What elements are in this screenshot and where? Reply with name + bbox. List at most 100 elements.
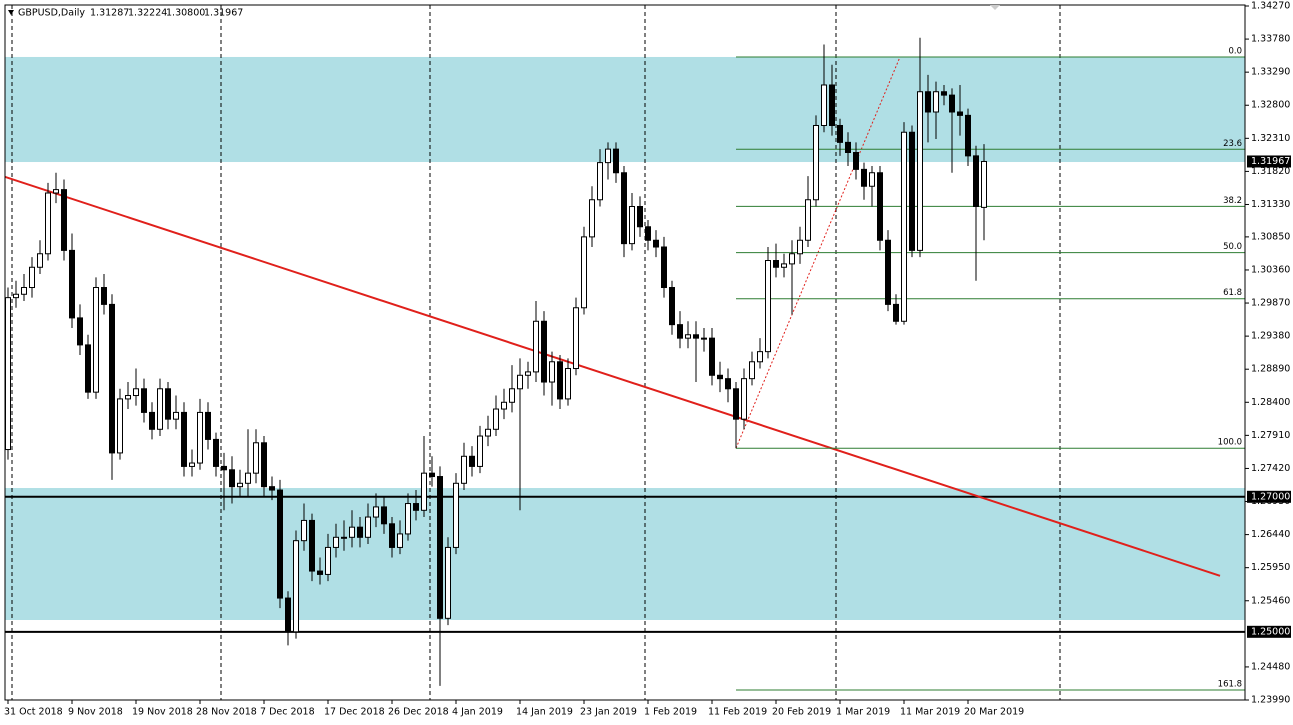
candle-body bbox=[493, 408, 499, 430]
candle-body bbox=[85, 344, 91, 393]
x-tick-label: 4 Jan 2019 bbox=[452, 707, 503, 718]
header-high: 1.32224 bbox=[128, 8, 167, 19]
y-tick-label: 1.29870 bbox=[1251, 298, 1290, 309]
x-tick-label: 26 Dec 2018 bbox=[388, 707, 449, 718]
candle-body bbox=[421, 472, 427, 511]
candle-body bbox=[245, 472, 251, 484]
candle-body bbox=[957, 111, 963, 116]
candle-body bbox=[453, 482, 459, 548]
candle-body bbox=[837, 124, 843, 143]
candle-body bbox=[645, 226, 651, 241]
y-tick-label: 1.34270 bbox=[1251, 1, 1290, 12]
candle-body bbox=[477, 435, 483, 467]
candle-body bbox=[333, 536, 339, 548]
candle-body bbox=[549, 361, 555, 383]
header-close: 1.31967 bbox=[204, 8, 243, 19]
candle-body bbox=[877, 172, 883, 241]
y-tick-label: 1.33290 bbox=[1251, 67, 1290, 78]
candle-body bbox=[13, 293, 19, 299]
candle-body bbox=[661, 246, 667, 289]
candle-body bbox=[389, 523, 395, 548]
x-tick-label: 31 Oct 2018 bbox=[4, 707, 63, 718]
candle-body bbox=[653, 239, 659, 248]
candle-body bbox=[941, 91, 947, 96]
candle-body bbox=[973, 155, 979, 208]
candle-body bbox=[845, 141, 851, 153]
candle-body bbox=[525, 371, 531, 376]
candle-body bbox=[597, 162, 603, 201]
symbol-title: GBPUSD,Daily bbox=[18, 8, 85, 19]
candle-body bbox=[349, 526, 355, 538]
y-tick-label: 1.27910 bbox=[1251, 430, 1290, 441]
candle-body bbox=[933, 91, 939, 113]
x-tick-label: 11 Mar 2019 bbox=[900, 707, 960, 718]
candle-body bbox=[893, 303, 899, 322]
candle-body bbox=[717, 374, 723, 380]
candle-body bbox=[557, 361, 563, 400]
y-tick-label: 1.28400 bbox=[1251, 397, 1290, 408]
y-tick-label: 1.31820 bbox=[1251, 166, 1290, 177]
candle-body bbox=[589, 199, 595, 238]
candle-body bbox=[517, 374, 523, 390]
x-tick-label: 28 Nov 2018 bbox=[196, 707, 257, 718]
candle-body bbox=[133, 388, 139, 397]
candle-body bbox=[45, 192, 51, 255]
candle-body bbox=[101, 287, 107, 305]
candle-body bbox=[341, 536, 347, 539]
candle-body bbox=[365, 516, 371, 538]
candle-body bbox=[429, 472, 435, 478]
level-label-box bbox=[1247, 625, 1291, 638]
candle-body bbox=[701, 337, 707, 340]
candle-body bbox=[413, 503, 419, 511]
candle-body bbox=[509, 388, 515, 403]
candle-body bbox=[253, 442, 259, 474]
candle-body bbox=[397, 533, 403, 548]
candle-body bbox=[797, 239, 803, 255]
fib-label: 0.0 bbox=[1228, 46, 1242, 56]
candle-body bbox=[693, 334, 699, 339]
candle-body bbox=[301, 519, 307, 542]
candle-body bbox=[381, 506, 387, 525]
y-tick-label: 1.26440 bbox=[1251, 529, 1290, 540]
objects: 0.0 23.6 38.2 50.0 61.8 100.0 161.8 bbox=[5, 46, 1245, 691]
fib-label: 38.2 bbox=[1223, 196, 1242, 206]
axes: 1.34270 1.33780 1.33290 1.32800 1.32310 1.318… bbox=[4, 1, 1291, 718]
candle-body bbox=[181, 411, 187, 467]
candle-body bbox=[109, 303, 115, 454]
fib-label: 61.8 bbox=[1223, 288, 1242, 298]
candle-body bbox=[149, 411, 155, 430]
x-tick-label: 1 Feb 2019 bbox=[644, 707, 697, 718]
candle-body bbox=[317, 570, 323, 575]
zone bbox=[5, 488, 1245, 621]
candle-body bbox=[901, 131, 907, 322]
trendline bbox=[5, 175, 1221, 577]
y-tick-label: 1.23990 bbox=[1251, 695, 1290, 706]
y-tick-label: 1.30850 bbox=[1251, 231, 1290, 242]
candle-body bbox=[925, 91, 931, 113]
level-label: 1.27000 bbox=[1251, 491, 1290, 502]
candle-body bbox=[93, 287, 99, 393]
menu-arrow[interactable] bbox=[8, 10, 14, 15]
header-low: 1.30800 bbox=[166, 8, 205, 19]
candle-body bbox=[61, 189, 67, 251]
y-tick-label: 1.33780 bbox=[1251, 34, 1290, 45]
candle-body bbox=[77, 317, 83, 346]
candle-body bbox=[757, 351, 763, 363]
candle-body bbox=[277, 489, 283, 599]
x-tick-label: 23 Jan 2019 bbox=[580, 707, 637, 718]
x-tick-label: 11 Feb 2019 bbox=[708, 707, 767, 718]
plot-frame bbox=[4, 4, 1246, 701]
x-tick-label: 20 Mar 2019 bbox=[964, 707, 1024, 718]
y-tick-label: 1.32310 bbox=[1251, 133, 1290, 144]
candle-body bbox=[733, 388, 739, 420]
candle-body bbox=[741, 378, 747, 420]
candle-body bbox=[541, 320, 547, 383]
candle-body bbox=[821, 84, 827, 126]
zones bbox=[5, 56, 1245, 621]
candle-body bbox=[141, 388, 147, 413]
candle-body bbox=[949, 94, 955, 113]
candle-body bbox=[501, 401, 507, 410]
candle-body bbox=[117, 398, 123, 454]
candle-body bbox=[29, 266, 35, 289]
candle-body bbox=[909, 131, 915, 251]
